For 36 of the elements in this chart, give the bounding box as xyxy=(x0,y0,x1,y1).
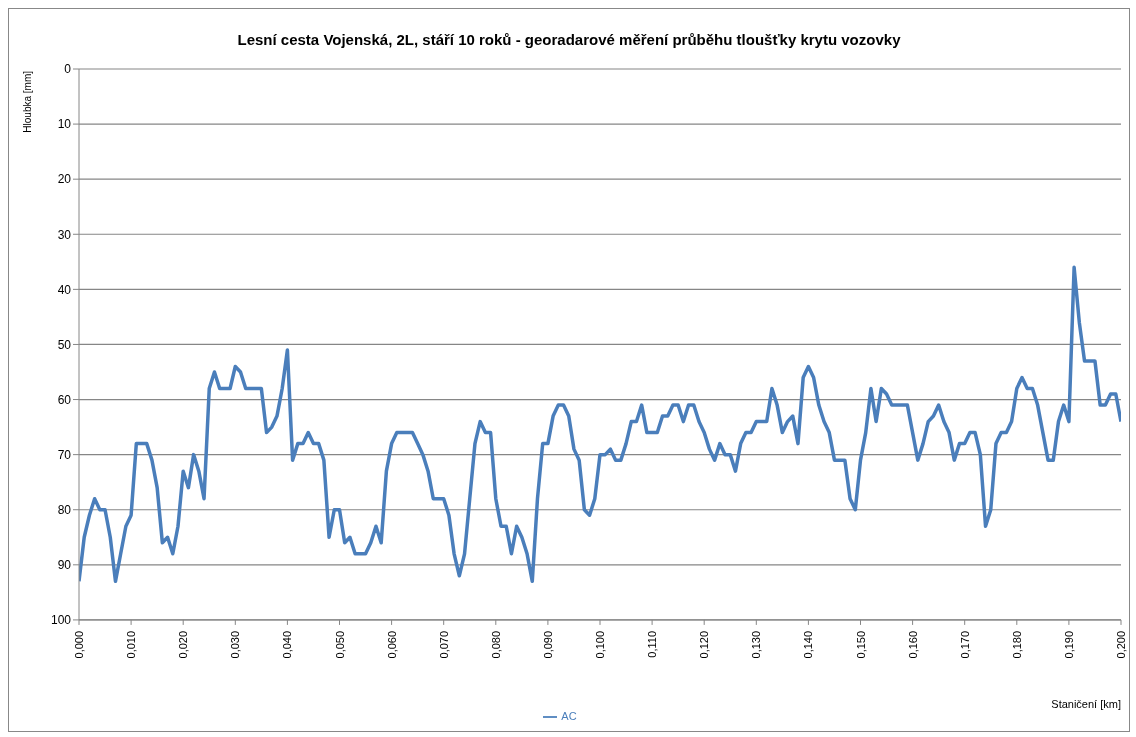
y-tick-label: 20 xyxy=(57,172,72,187)
y-tick-label: 50 xyxy=(57,337,72,352)
x-tick-label: 0,020 xyxy=(177,630,190,659)
x-tick-label: 0,140 xyxy=(802,630,815,659)
x-tick-label: 0,170 xyxy=(958,630,971,659)
x-tick-label: 0,010 xyxy=(125,630,138,659)
x-tick-label: 0,060 xyxy=(385,630,398,659)
x-tick-label: 0,130 xyxy=(750,630,763,659)
x-tick-label: 0,070 xyxy=(437,630,450,659)
y-tick-label: 80 xyxy=(57,502,72,517)
x-tick-label: 0,080 xyxy=(489,630,502,659)
x-tick-label: 0,150 xyxy=(854,630,867,659)
y-tick-label: 100 xyxy=(50,613,72,628)
y-axis-title: Hloubka [mm] xyxy=(22,70,33,133)
y-tick-label: 0 xyxy=(64,62,72,77)
chart-title: Lesní cesta Vojenská, 2L, stáří 10 roků - georadarové měření průběhu tloušťky krytu vozovky xyxy=(236,30,902,50)
x-tick-label: 0,050 xyxy=(333,630,346,659)
x-tick-label: 0,040 xyxy=(281,630,294,659)
x-axis-title: Staničení [km] xyxy=(1051,697,1121,710)
x-tick-label: 0,100 xyxy=(594,630,606,659)
y-tick-label: 70 xyxy=(57,447,72,462)
x-tick-label: 0,180 xyxy=(1010,630,1023,659)
x-tick-label: 0,110 xyxy=(646,630,659,658)
y-tick-label: 10 xyxy=(57,117,72,132)
x-tick-label: 0,190 xyxy=(1062,630,1075,659)
y-tick-label: 30 xyxy=(57,227,72,242)
legend-label: AC xyxy=(561,709,577,722)
x-tick-label: 0,200 xyxy=(1115,630,1127,659)
y-tick-label: 60 xyxy=(57,392,72,407)
x-tick-label: 0,160 xyxy=(906,630,919,659)
y-tick-label: 40 xyxy=(57,282,72,297)
x-tick-label: 0,090 xyxy=(541,630,554,659)
x-tick-label: 0,120 xyxy=(698,630,711,659)
x-tick-label: 0,030 xyxy=(229,630,242,659)
x-tick-label: 0,000 xyxy=(73,630,85,659)
y-tick-label: 90 xyxy=(57,558,72,573)
